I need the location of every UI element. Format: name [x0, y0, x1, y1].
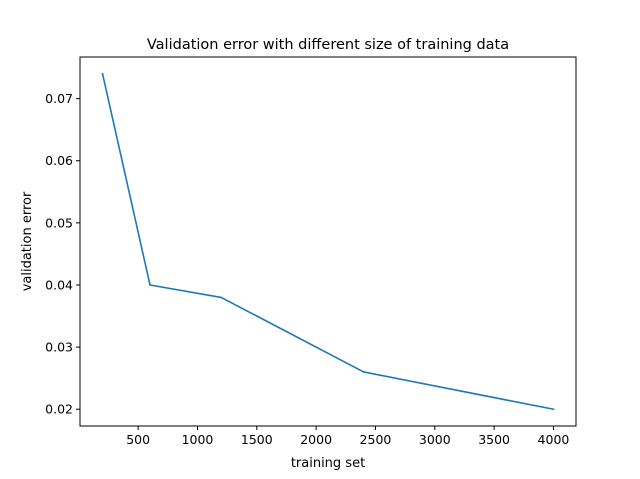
y-axis-label: validation error — [20, 191, 35, 291]
x-tick-label: 1500 — [241, 432, 273, 447]
x-tick-label: 3000 — [419, 432, 451, 447]
x-tick-label: 500 — [126, 432, 150, 447]
x-tick-label: 3500 — [478, 432, 510, 447]
y-tick-label: 0.05 — [45, 215, 73, 230]
x-tick-label: 2000 — [300, 432, 332, 447]
x-tick-label: 1000 — [182, 432, 214, 447]
x-tick-label: 4000 — [538, 432, 570, 447]
x-axis-ticks: 500 1000 1500 2000 2500 3000 3500 4000 — [126, 426, 569, 447]
x-axis-label: training set — [291, 456, 365, 471]
plot-lines — [101, 72, 555, 411]
y-tick-label: 0.04 — [45, 277, 73, 292]
x-tick-label: 2500 — [360, 432, 392, 447]
data-point — [362, 371, 365, 373]
data-point — [149, 284, 151, 286]
y-tick-label: 0.03 — [45, 340, 73, 355]
plot-frame — [79, 56, 577, 427]
data-point — [220, 296, 223, 299]
y-tick-label: 0.07 — [45, 91, 73, 106]
y-tick-label: 0.02 — [45, 402, 73, 417]
chart-title: Validation error with different size of … — [147, 37, 509, 53]
y-axis-ticks: 0.02 0.03 0.04 0.05 0.06 0.07 — [45, 91, 80, 417]
data-point — [552, 408, 555, 411]
data-point — [101, 72, 104, 75]
y-tick-label: 0.06 — [45, 153, 73, 168]
